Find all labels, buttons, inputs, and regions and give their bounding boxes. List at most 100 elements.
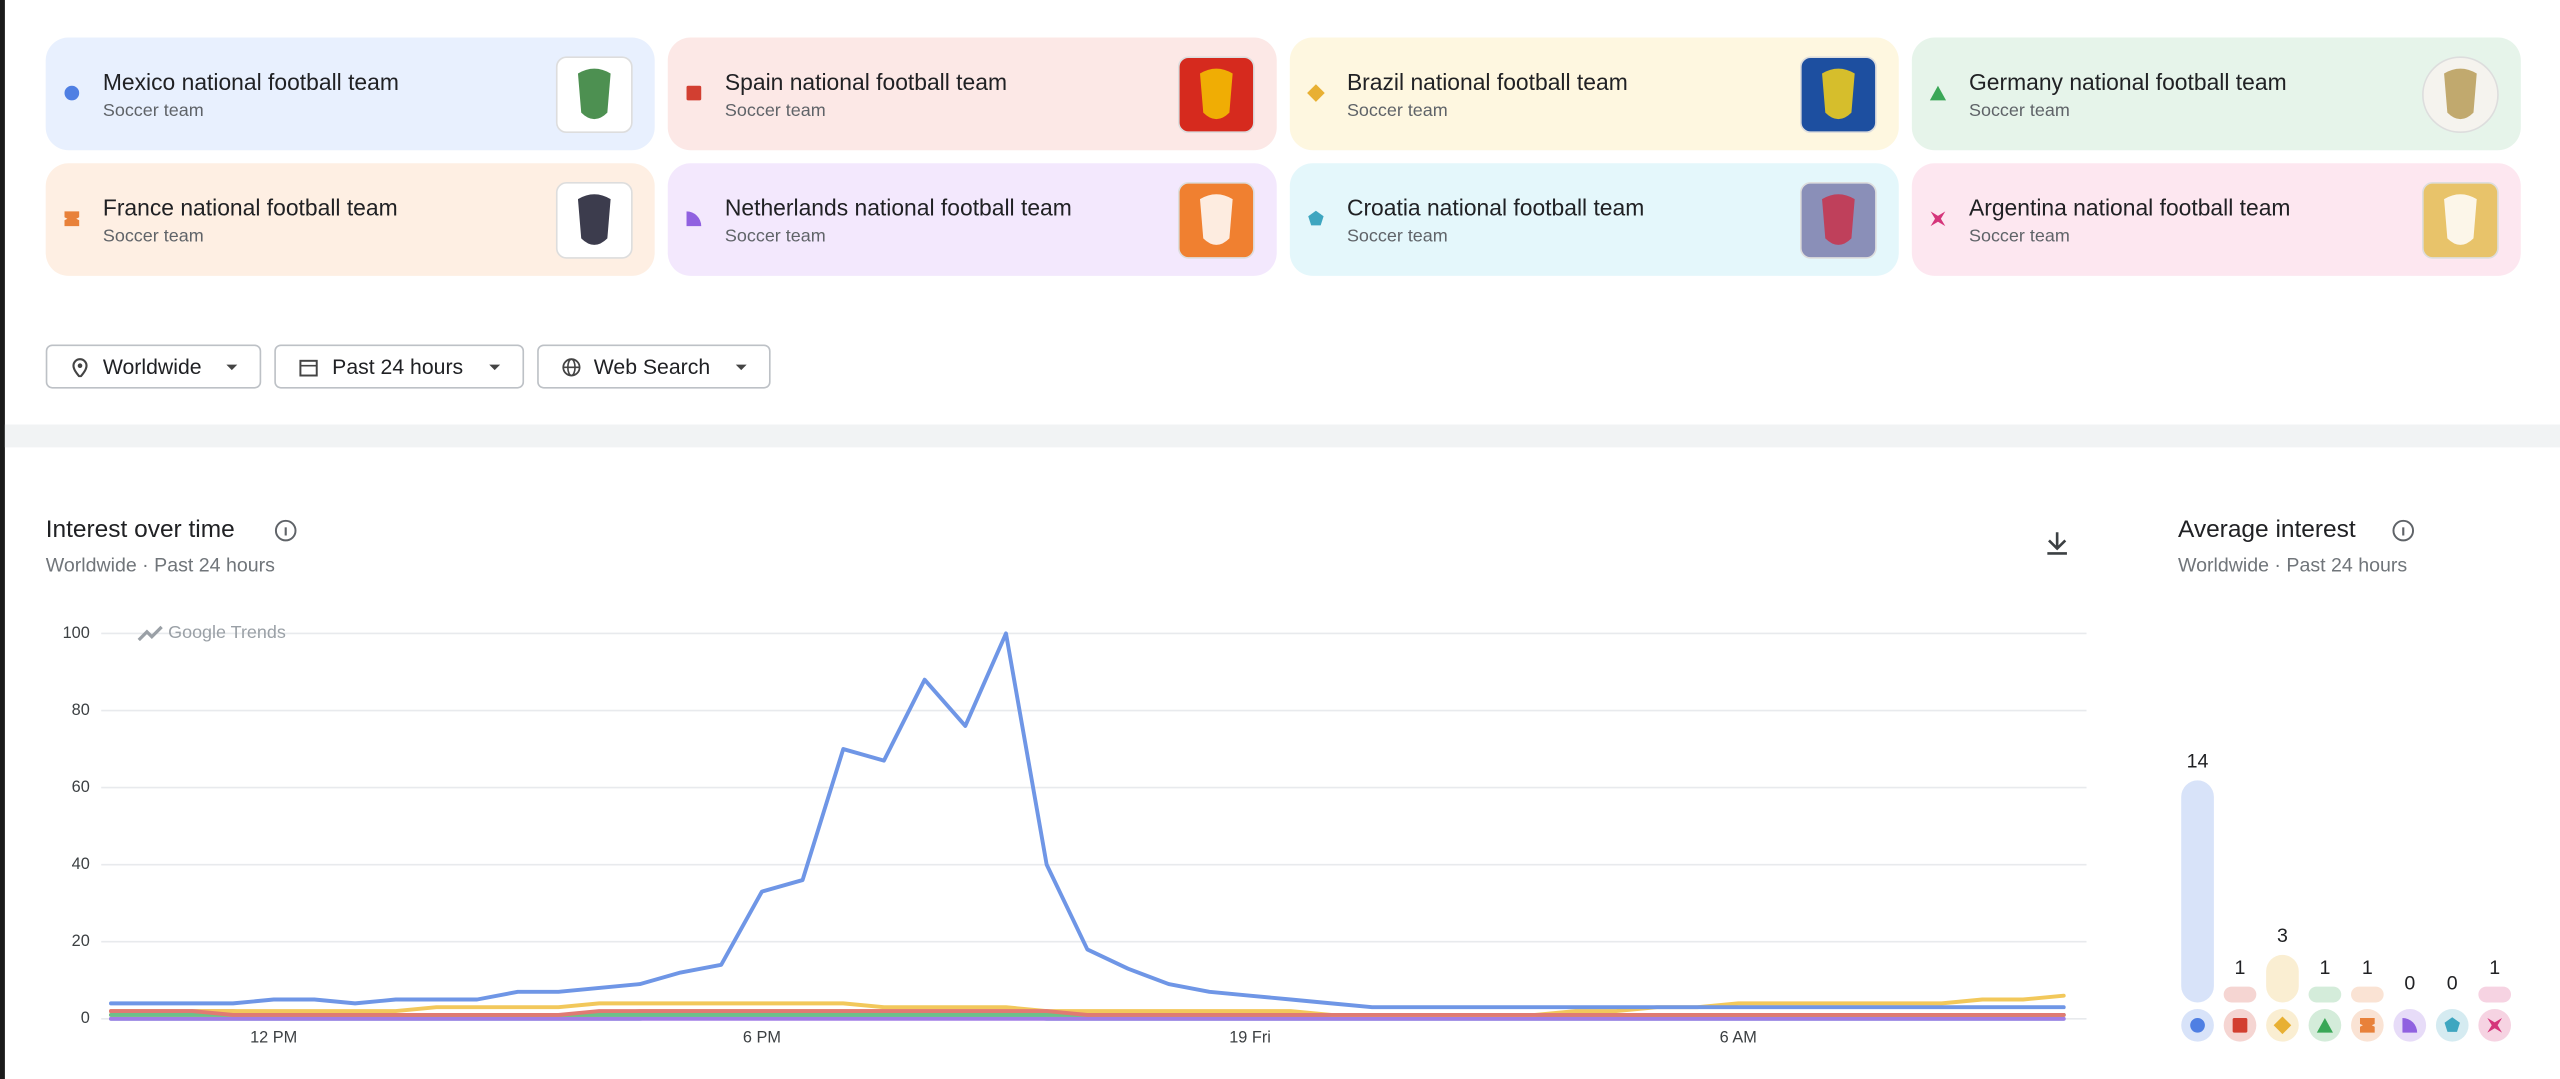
y-tick-label: 80 — [72, 701, 90, 719]
entity-logo — [1177, 56, 1255, 134]
line-series — [109, 631, 2066, 1010]
entity-type: Soccer team — [1968, 101, 2070, 121]
marker — [1929, 85, 1947, 101]
logo-emblem — [577, 68, 611, 120]
logo-emblem — [1822, 194, 1855, 245]
entity-card[interactable]: Argentina national football team Soccer t… — [1911, 163, 2521, 276]
bar-value-label: 1 — [2235, 957, 2246, 979]
filter-dropdown[interactable]: Past 24 hours — [275, 344, 524, 389]
entity-name: Argentina national football team — [1968, 194, 2291, 221]
bar — [2181, 780, 2214, 1003]
arrow — [735, 363, 747, 370]
bar-value-label: 0 — [2404, 973, 2415, 995]
logo-emblem — [1822, 68, 1855, 120]
entity-type: Soccer team — [724, 101, 826, 121]
bar — [2308, 986, 2342, 1003]
arrow — [488, 363, 500, 370]
filter-label: Web Search — [593, 354, 711, 379]
marker — [2487, 1017, 2503, 1033]
x-tick-label: 6 PM — [743, 1029, 781, 1047]
filter-dropdown[interactable]: Worldwide — [45, 344, 262, 389]
entity-name: Croatia national football team — [1346, 194, 1645, 221]
marker-icon — [686, 211, 702, 227]
marker — [2444, 1017, 2460, 1032]
charts: Interest over time Worldwide · Past 24 ho… — [46, 516, 2512, 1047]
watermark-icon — [137, 625, 163, 642]
line-series — [109, 993, 2066, 1017]
download-button[interactable] — [2047, 532, 2067, 555]
marker — [64, 85, 80, 101]
entity-cards: Mexico national football team Soccer team… — [45, 37, 2521, 276]
marker — [2360, 1017, 2375, 1033]
line-series — [109, 1009, 2066, 1017]
marker-icon — [686, 85, 702, 101]
entity-card[interactable]: Mexico national football team Soccer team — [45, 37, 655, 151]
entity-card[interactable]: Croatia national football team Soccer tea… — [1289, 163, 1899, 276]
marker — [1307, 84, 1325, 102]
divider — [4, 424, 2560, 448]
info-icon[interactable] — [274, 519, 297, 542]
entity-card[interactable]: France national football team Soccer team — [45, 163, 655, 276]
window-edge — [0, 0, 5, 1079]
entity-name: Netherlands national football team — [724, 194, 1072, 221]
entity-card[interactable]: Spain national football team Soccer team — [667, 37, 1277, 151]
entity-name: Brazil national football team — [1346, 68, 1628, 95]
entity-card[interactable]: Brazil national football team Soccer team — [1289, 37, 1899, 151]
entity-type: Soccer team — [102, 101, 204, 121]
entity-type: Soccer team — [1968, 226, 2070, 247]
entity-logo — [1177, 182, 1255, 259]
bar — [2351, 986, 2384, 1003]
marker — [2190, 1017, 2205, 1033]
logo-emblem — [2444, 68, 2477, 120]
x-tick-label: 12 PM — [250, 1029, 297, 1047]
marker — [2232, 1017, 2248, 1033]
bar-value-label: 14 — [2187, 751, 2209, 773]
logo-emblem — [1200, 194, 1233, 245]
entity-card[interactable]: Germany national football team Soccer tea… — [1911, 37, 2521, 151]
chart-subtitle: Worldwide · Past 24 hours — [2178, 555, 2407, 577]
dropdown-arrow — [488, 363, 500, 370]
entity-name: France national football team — [102, 194, 398, 221]
marker — [1308, 210, 1324, 226]
entity-logo — [2422, 182, 2499, 259]
bar — [2478, 986, 2512, 1003]
bar-value-label: 1 — [2362, 957, 2373, 979]
bar-value-label: 0 — [2447, 973, 2458, 995]
marker — [64, 211, 80, 227]
marker-icon — [1930, 211, 1946, 227]
entity-name: Mexico national football team — [102, 68, 399, 95]
bar — [2223, 986, 2257, 1003]
entity-card[interactable]: Netherlands national football team Soccer… — [667, 163, 1277, 276]
entity-name: Spain national football team — [724, 68, 1008, 95]
entity-type: Soccer team — [1346, 101, 1448, 121]
entity-type: Soccer team — [724, 226, 826, 247]
y-tick-label: 40 — [72, 855, 90, 873]
entity-logo — [1799, 182, 1877, 259]
y-tick-label: 20 — [72, 932, 90, 950]
marker-icon — [64, 85, 80, 101]
info-icon[interactable] — [2392, 519, 2415, 542]
filter-label: Worldwide — [102, 354, 202, 379]
filter-icon — [300, 359, 319, 376]
marker — [1930, 211, 1946, 227]
entity-type: Soccer team — [102, 226, 204, 247]
entity-type: Soccer team — [1346, 226, 1448, 247]
chart-subtitle: Worldwide · Past 24 hours — [46, 555, 275, 577]
watermark-text: Google Trends — [168, 622, 286, 642]
entity-logo — [555, 56, 633, 134]
x-tick-label: 19 Fri — [1229, 1029, 1271, 1047]
arrow — [227, 363, 239, 370]
bar-value-label: 1 — [2489, 957, 2500, 979]
marker-icon — [1308, 210, 1324, 226]
y-tick-label: 60 — [72, 778, 90, 796]
bar-value-label: 3 — [2277, 925, 2288, 947]
x-tick-label: 6 AM — [1720, 1029, 1757, 1047]
watermark: Google Trends — [137, 622, 286, 642]
logo-emblem — [1200, 68, 1233, 120]
filter-dropdown[interactable]: Web Search — [536, 344, 771, 389]
filter-icon — [561, 357, 580, 376]
dropdown-arrow — [227, 363, 239, 370]
filter-label: Past 24 hours — [332, 354, 464, 379]
marker — [2316, 1017, 2333, 1033]
